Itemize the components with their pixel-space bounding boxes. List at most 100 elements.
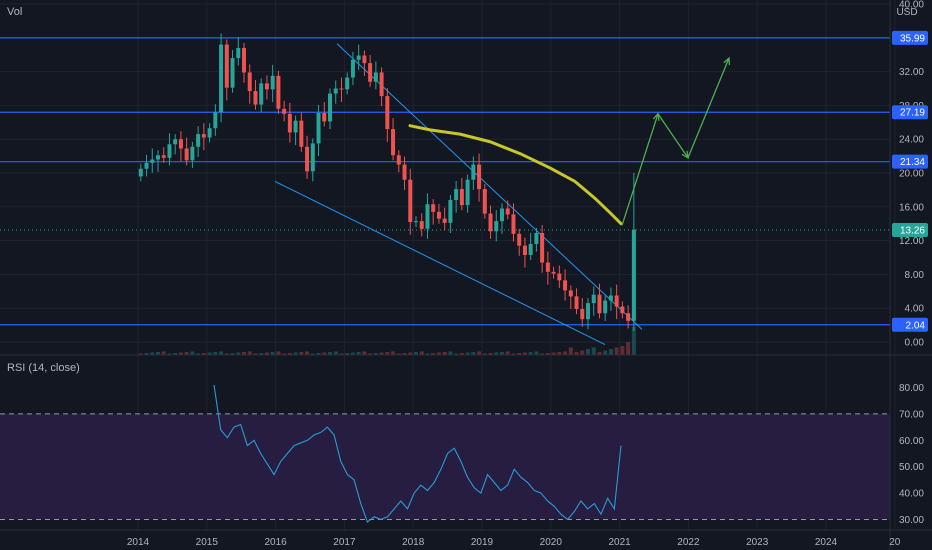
volume-bar [505,351,510,355]
candle-body [505,208,510,215]
price-axis[interactable]: 40.0032.0028.0024.0020.0016.0012.008.004… [899,0,924,349]
candle-body [356,55,361,60]
candle-body [293,120,298,133]
projection-path[interactable] [621,57,730,226]
wedge-lower-trendline[interactable] [274,181,606,345]
candle-body [373,72,378,82]
price-tick-label: 24.00 [899,135,924,146]
candle-body [500,208,504,222]
candle-body [184,148,189,161]
volume-bar [167,353,172,355]
volume-bar [425,353,430,355]
volume-bar [368,353,373,355]
volume-bar [138,353,143,355]
price-tick-label: 0.00 [905,338,925,349]
price-tick-label: 40.00 [899,0,924,11]
level-price-tag-box [892,30,928,45]
volume-bar [328,352,332,355]
candle-body [322,113,327,122]
candle-body [563,280,568,291]
candle-body [385,96,390,130]
price-tick-label: 4.00 [905,304,925,315]
candle-body [247,72,252,92]
volume-bar [528,352,533,355]
volume-bar [391,351,396,355]
time-tick-label: 2019 [471,537,494,548]
volume-bar [242,352,246,355]
volume-bar [540,353,545,355]
volume-bar [144,353,149,355]
price-tick-label: 16.00 [899,202,924,213]
volume-bar [247,351,252,355]
time-tick-label: 2021 [608,537,631,548]
candle-body [178,139,183,149]
volume-bar [408,352,413,355]
volume-bar [414,352,418,355]
price-tick-label: 8.00 [905,270,925,281]
volume-bar [224,353,229,355]
price-tick-label: 32.00 [899,67,924,78]
time-tick-label: 2014 [127,537,150,548]
candle-body [207,128,212,138]
time-tick-label: 2023 [746,537,769,548]
candle-body [631,229,636,321]
candle-body [259,83,264,105]
volume-bar [557,352,562,355]
rsi-tick-label: 80.00 [899,383,924,394]
last-price-tag: 13.26 [900,225,925,236]
last-price-tag-box [892,222,928,237]
candle-body [597,294,602,314]
volume-bar [482,353,487,355]
volume-bar [178,352,183,355]
level-price-tag-box [892,105,928,120]
candle-body [448,200,453,223]
candle-body [545,262,550,272]
level-price-tag: 35.99 [900,33,925,44]
projection-layer[interactable] [621,56,731,226]
price-tags: 35.99 27.19 21.34 2.04 13.26 [892,30,928,332]
candle-body [138,168,143,177]
volume-bar [522,352,527,355]
projection-arrowhead [723,56,731,66]
volume-bar [545,353,550,355]
candle-body [299,120,304,147]
candle-body [150,159,155,163]
level-price-tag-box [892,154,928,169]
volume-bar [471,352,476,355]
candle-body [557,273,562,281]
candle-body [224,44,229,88]
candle-body [379,72,384,97]
volume-bar [310,353,315,355]
volume-bar [345,353,350,355]
candle-body [333,88,338,94]
candle-body [477,164,482,190]
volume-bar [500,352,504,355]
volume-bar [299,352,304,355]
candle-body [276,75,281,109]
volume-bar [448,351,453,355]
candle-body [488,213,493,232]
candle-body [568,290,573,297]
candle-body [391,129,396,156]
time-axis[interactable]: 2014 2015 2016 2017 2018 2019 2020 2021 2022 2023… [127,537,901,548]
time-tick-label: 2022 [677,537,700,548]
volume-bar [356,352,361,355]
volume-bar [293,352,298,355]
price-tick-label: 12.00 [899,236,924,247]
rsi-tick-label: 30.00 [899,515,924,526]
rsi-title: RSI (14, close) [7,362,80,374]
candle-body [310,143,315,172]
volume-bar [494,352,499,355]
candle-body [350,59,355,78]
level-price-tag: 2.04 [906,320,926,331]
volume-bar [305,351,310,355]
candle-body [305,146,310,172]
candle-body [419,221,424,229]
candle-body [242,47,246,73]
volume-bar [230,353,235,355]
level-price-tag-box [892,317,928,332]
rsi-layer [213,384,622,523]
candle-body [328,93,332,122]
volume-bar [207,352,212,355]
